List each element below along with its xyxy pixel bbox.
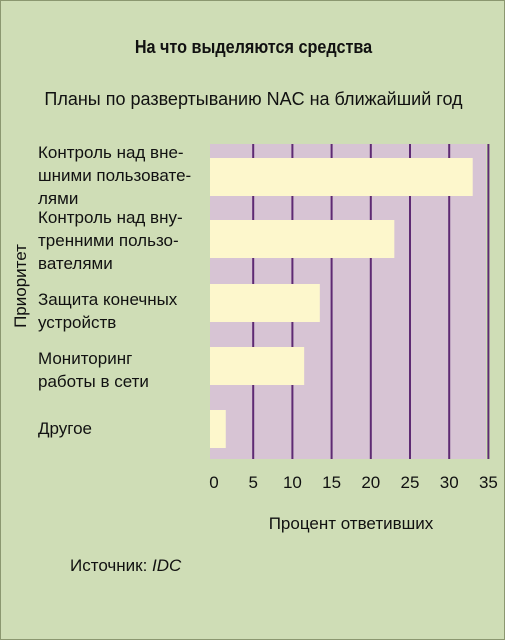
- chart-title: На что выделяются средства: [134, 37, 373, 57]
- category-label: Защита конечных устройств: [38, 290, 178, 332]
- x-tick-label: 5: [248, 473, 257, 492]
- bar: [210, 284, 320, 322]
- x-axis-title: Процент ответивших: [268, 514, 434, 533]
- source-note: Источник: IDC: [70, 556, 181, 576]
- chart-subtitle: Планы по развертыванию NAC на ближайший …: [44, 89, 463, 109]
- x-tick-label: 15: [322, 473, 341, 492]
- x-tick-label: 30: [440, 473, 459, 492]
- category-label: Другое: [38, 419, 93, 438]
- category-label: Контроль над вну- тренними пользо- вател…: [38, 208, 183, 273]
- source-name: IDC: [152, 556, 182, 575]
- x-tick-label: 35: [479, 473, 498, 492]
- x-tick-label: 10: [283, 473, 302, 492]
- category-label: Контроль над вне- шними пользовате- лями: [38, 143, 192, 208]
- x-tick-label: 0: [209, 473, 218, 492]
- bar: [210, 158, 473, 196]
- bar: [210, 410, 226, 448]
- category-label: Мониторинг работы в сети: [38, 349, 149, 391]
- x-tick-label: 25: [401, 473, 420, 492]
- bar: [210, 347, 305, 385]
- source-label: Источник:: [70, 556, 153, 575]
- x-tick-label: 20: [361, 473, 380, 492]
- bar: [210, 220, 395, 258]
